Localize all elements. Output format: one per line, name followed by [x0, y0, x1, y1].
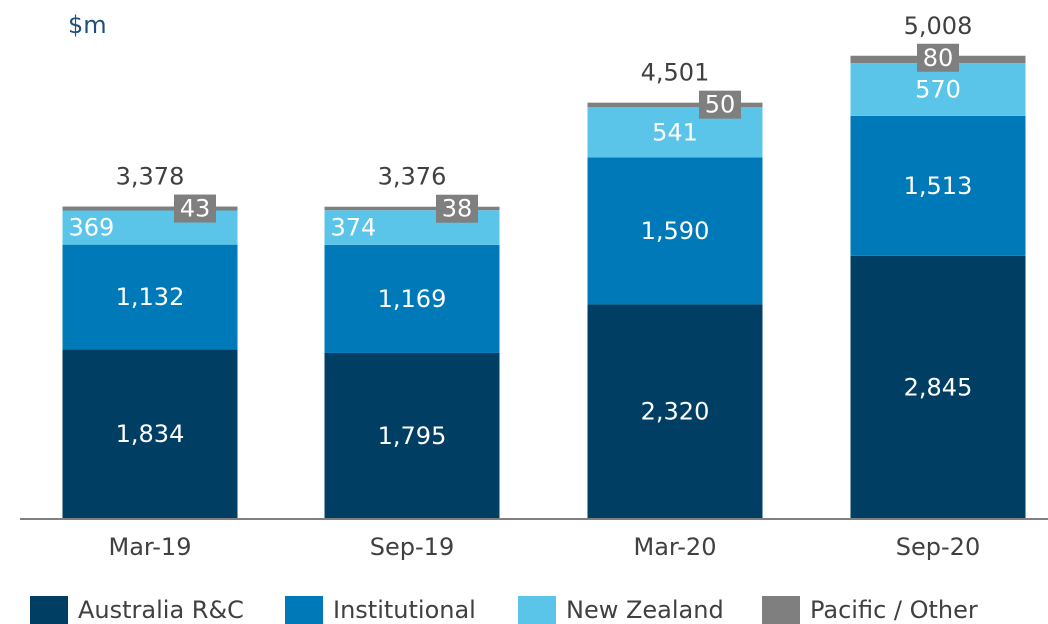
bar-segment: [587, 304, 763, 519]
bar-segment: [62, 244, 238, 350]
bar-segment: [62, 206, 238, 211]
x-tick-label: Mar-20: [634, 533, 717, 561]
x-tick-label: Sep-19: [370, 533, 454, 561]
x-tick-label: Sep-20: [896, 533, 980, 561]
value-label: 1,513: [904, 172, 973, 200]
value-label: 43: [180, 195, 211, 223]
value-label: 1,169: [378, 285, 447, 313]
value-label: 2,320: [641, 398, 710, 426]
value-label-box: [699, 90, 741, 119]
value-label: 80: [923, 44, 954, 72]
value-label-box: [917, 43, 959, 72]
legend-swatch: [30, 596, 68, 624]
total-label: 4,501: [641, 59, 710, 87]
legend-label: Institutional: [333, 596, 476, 624]
value-label: 1,132: [116, 283, 185, 311]
total-label: 3,376: [378, 163, 447, 191]
bar-segment: [62, 349, 238, 519]
bar-segment: [324, 244, 500, 353]
value-label: 374: [331, 214, 377, 242]
value-label: 541: [652, 118, 698, 146]
legend-label: Australia R&C: [78, 596, 244, 624]
bar-segment: [587, 102, 763, 108]
legend-swatch: [762, 596, 800, 624]
value-label: 50: [705, 91, 736, 119]
legend-label: Pacific / Other: [810, 596, 978, 624]
value-label-box: [174, 194, 216, 223]
value-label: 570: [915, 76, 961, 104]
value-label: 1,590: [641, 217, 710, 245]
bar-segment: [850, 63, 1026, 116]
legend-label: New Zealand: [566, 596, 724, 624]
value-label: 369: [69, 214, 115, 242]
value-label: 1,795: [378, 422, 447, 450]
bar-segment: [324, 206, 500, 211]
total-label: 3,378: [116, 163, 185, 191]
legend-swatch: [285, 596, 323, 624]
total-label: 5,008: [904, 12, 973, 40]
value-label: 2,845: [904, 373, 973, 401]
unit-label: $m: [68, 11, 107, 39]
value-label: 1,834: [116, 420, 185, 448]
bar-segment: [324, 352, 500, 519]
legend-swatch: [518, 596, 556, 624]
value-label-box: [436, 194, 478, 223]
value-label: 38: [442, 195, 473, 223]
bar-segment: [850, 115, 1026, 256]
x-tick-label: Mar-19: [109, 533, 192, 561]
bar-segment: [850, 255, 1026, 519]
bar-segment: [587, 157, 763, 305]
